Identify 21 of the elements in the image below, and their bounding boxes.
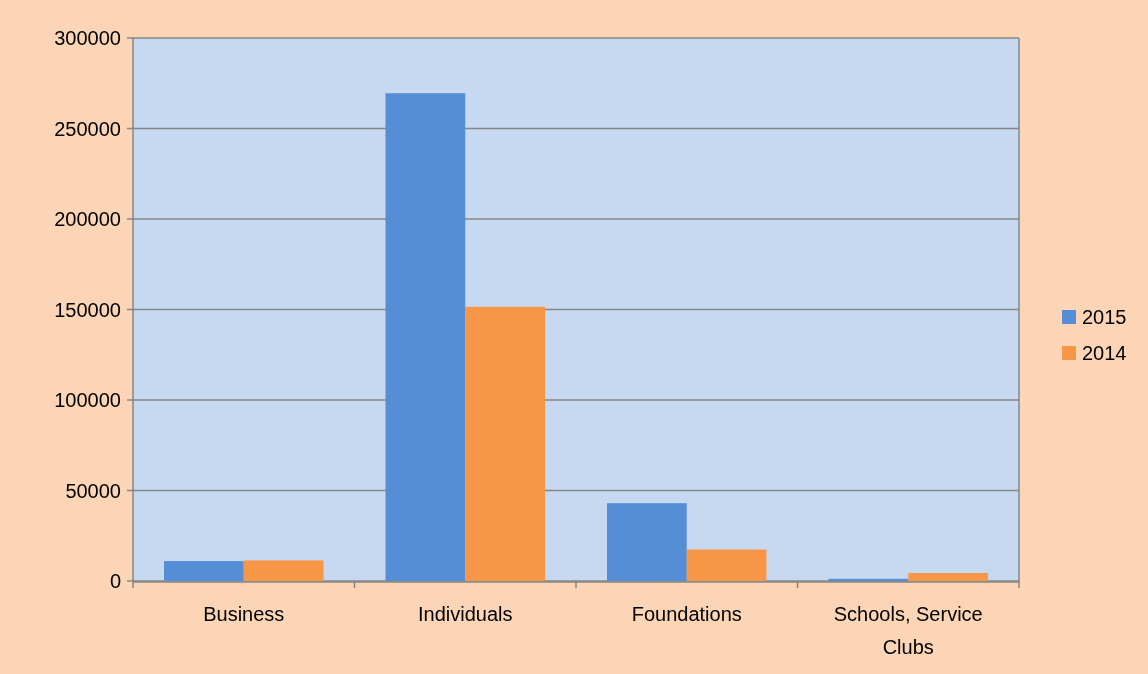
y-tick-label: 50000 (65, 479, 121, 502)
y-tick-label: 100000 (54, 389, 121, 411)
bar (607, 503, 687, 581)
bar (686, 549, 767, 581)
legend-label: 2015 (1082, 306, 1127, 328)
bar (385, 93, 466, 581)
x-tick-label: Individuals (417, 603, 513, 625)
bar (465, 306, 545, 581)
y-tick-label: 250000 (54, 117, 121, 140)
bar (164, 561, 244, 581)
y-tick-label: 300000 (54, 27, 121, 49)
y-tick-label: 0 (109, 570, 121, 592)
x-tick-label: Business (203, 603, 285, 625)
bar (243, 560, 324, 581)
y-tick-label: 150000 (54, 298, 121, 321)
bar (828, 578, 909, 581)
x-tick-label: Foundations (631, 603, 742, 625)
y-tick-label: 200000 (54, 208, 121, 230)
legend-label: 2014 (1082, 342, 1127, 364)
bar (908, 573, 988, 581)
x-tick-label: Schools, Service Clubs (833, 603, 983, 658)
